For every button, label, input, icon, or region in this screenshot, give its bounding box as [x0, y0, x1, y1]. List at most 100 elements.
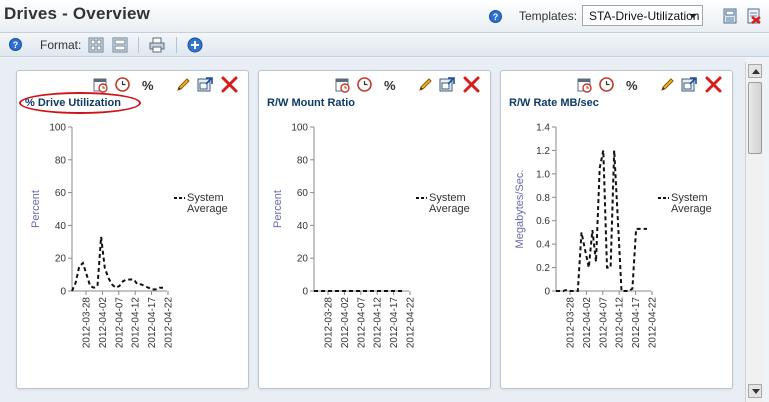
x-tick-label: 2012-04-02 — [98, 297, 109, 349]
y-tick-label: 0 — [544, 287, 550, 298]
x-tick-label: 2012-03-28 — [566, 297, 577, 349]
y-tick-label: 40 — [55, 221, 67, 232]
chart-rw-mount-ratio: 0 20 40 60 80 100 2012-03-28 2012-04-02 2012-04-… — [272, 123, 470, 349]
toolbar-divider — [138, 37, 139, 53]
toolbar: ? Format: — [0, 33, 769, 57]
help-icon[interactable]: ? — [489, 10, 502, 23]
layout-rows-icon[interactable] — [112, 37, 128, 53]
y-tick-label: 0.2 — [536, 263, 550, 274]
clock-icon[interactable] — [356, 76, 373, 93]
x-tick-label: 2012-04-07 — [356, 297, 367, 349]
maximize-icon[interactable] — [681, 76, 698, 93]
x-tick-label: 2012-04-17 — [389, 297, 400, 349]
x-tick-label: 2012-04-22 — [164, 297, 175, 349]
page-header: Drives - Overview ? Templates: STA-Drive… — [0, 0, 769, 33]
x-tick-label: 2012-04-12 — [131, 297, 142, 349]
clock-icon[interactable] — [114, 76, 131, 93]
svg-text:%: % — [142, 78, 154, 93]
x-tick-label: 2012-04-02 — [582, 297, 593, 349]
y-axis-label: Percent — [30, 190, 42, 228]
y-axis-label: Percent — [272, 190, 284, 228]
x-tick-label: 2012-04-17 — [147, 297, 158, 349]
close-icon[interactable] — [705, 76, 722, 93]
y-tick-label: 60 — [55, 188, 67, 199]
templates-label: Templates: — [519, 9, 578, 23]
print-icon[interactable] — [149, 37, 165, 53]
clock-icon[interactable] — [598, 76, 615, 93]
legend-label: System — [429, 192, 466, 204]
vertical-scrollbar[interactable] — [745, 62, 763, 402]
y-tick-label: 100 — [291, 123, 308, 134]
chart-rw-rate: 0 0.2 0.4 0.6 0.8 1.0 1.2 1.4 2012-03-28 2012-04-… — [514, 123, 712, 349]
y-tick-label: 0 — [302, 287, 308, 298]
panel-rw-rate: % R/W Rate MB/sec 0 0.2 0.4 0.6 0.8 1.0 1.2 1.4… — [500, 70, 733, 389]
edit-icon[interactable] — [175, 76, 192, 93]
close-icon[interactable] — [221, 76, 238, 93]
scroll-up-button[interactable] — [748, 64, 762, 78]
templates-select[interactable]: STA-Drive-Utilization — [582, 5, 703, 26]
maximize-icon[interactable] — [197, 76, 214, 93]
page-title: Drives - Overview — [4, 4, 151, 23]
legend-label: Average — [429, 203, 470, 215]
maximize-icon[interactable] — [439, 76, 456, 93]
chevron-down-icon — [689, 14, 697, 18]
format-label: Format: — [40, 38, 82, 52]
calendar-icon[interactable] — [576, 76, 593, 93]
panel-tools: % — [576, 76, 726, 94]
save-template-icon[interactable] — [723, 8, 737, 24]
y-tick-label: 40 — [297, 221, 309, 232]
x-tick-label: 2012-03-28 — [324, 297, 335, 349]
scroll-down-button[interactable] — [748, 384, 762, 398]
x-tick-label: 2012-04-02 — [340, 297, 351, 349]
delete-template-icon[interactable] — [747, 8, 761, 24]
add-icon[interactable] — [187, 37, 203, 53]
scroll-thumb[interactable] — [748, 82, 762, 154]
percent-icon[interactable]: % — [382, 76, 399, 93]
percent-icon[interactable]: % — [624, 76, 641, 93]
y-tick-label: 0.6 — [536, 216, 550, 227]
y-tick-label: 1.4 — [536, 123, 550, 134]
toolbar-divider — [176, 37, 177, 53]
panel-tools: % — [334, 76, 484, 94]
edit-icon[interactable] — [659, 76, 676, 93]
dashboard-content: % % Drive Utilization 0 20 40 60 80 100 2012-0… — [0, 58, 745, 402]
y-tick-label: 80 — [297, 155, 309, 166]
svg-text:%: % — [384, 78, 396, 93]
panel-tools: % — [92, 76, 242, 94]
series-line-system-average — [556, 150, 647, 292]
x-tick-label: 2012-04-17 — [631, 297, 642, 349]
y-axis-label: Megabytes/Sec. — [514, 170, 526, 249]
help-icon[interactable]: ? — [9, 38, 22, 51]
layout-grid-icon[interactable] — [88, 37, 104, 53]
panel-title: % Drive Utilization — [25, 97, 121, 109]
x-tick-label: 2012-03-28 — [82, 297, 93, 349]
y-tick-label: 100 — [49, 123, 66, 134]
y-tick-label: 60 — [297, 188, 309, 199]
y-tick-label: 20 — [297, 254, 309, 265]
percent-icon[interactable]: % — [140, 76, 157, 93]
y-tick-label: 1.0 — [536, 169, 550, 180]
panel-drive-utilization: % % Drive Utilization 0 20 40 60 80 100 2012-0… — [16, 70, 249, 389]
calendar-icon[interactable] — [334, 76, 351, 93]
edit-icon[interactable] — [417, 76, 434, 93]
x-tick-label: 2012-04-12 — [373, 297, 384, 349]
panel-rw-mount-ratio: % R/W Mount Ratio 0 20 40 60 80 100 2012-03-28… — [258, 70, 491, 389]
panel-title: R/W Rate MB/sec — [509, 97, 599, 109]
legend-label: System — [187, 192, 224, 204]
highlight-annotation — [19, 92, 141, 114]
calendar-icon[interactable] — [92, 76, 109, 93]
y-tick-label: 0.8 — [536, 193, 550, 204]
close-icon[interactable] — [463, 76, 480, 93]
chart-drive-utilization: 0 20 40 60 80 100 2012-03-28 2012-04-02 2012-04-… — [30, 123, 228, 349]
y-tick-label: 0.4 — [536, 240, 550, 251]
svg-text:%: % — [626, 78, 638, 93]
series-line-system-average — [71, 236, 163, 292]
y-tick-label: 0 — [60, 287, 66, 298]
legend-label: Average — [671, 203, 712, 215]
x-tick-label: 2012-04-22 — [648, 297, 659, 349]
x-tick-label: 2012-04-12 — [615, 297, 626, 349]
legend-label: System — [671, 192, 708, 204]
x-tick-label: 2012-04-07 — [114, 297, 125, 349]
y-tick-label: 80 — [55, 155, 67, 166]
y-tick-label: 20 — [55, 254, 67, 265]
